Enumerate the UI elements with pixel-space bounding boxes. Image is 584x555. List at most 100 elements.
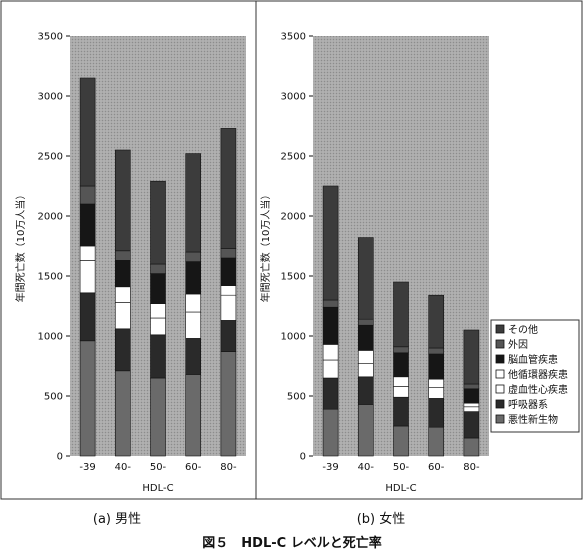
figure-caption: 図５ HDL-C レベルと死亡率 (202, 535, 381, 551)
y-tick-label: 2500 (281, 152, 306, 163)
y-axis-label: 年間死亡数（10万人当） (259, 190, 272, 303)
bar-segment (463, 383, 480, 390)
bar-segment (79, 260, 96, 294)
x-tick-label: 50- (393, 462, 410, 473)
y-tick-label: 3000 (281, 92, 306, 103)
bar-segment (115, 260, 131, 288)
bar-segment (220, 285, 237, 296)
legend-box (490, 319, 580, 433)
bar-segment (150, 377, 166, 457)
y-tick-label: 2000 (281, 212, 306, 223)
bar-segment (322, 299, 339, 308)
y-tick-label: 3000 (38, 92, 63, 103)
chart-male: 0 500 1000 1500 2000 2500 3000 3500 -39 40- 50- 60-… (14, 32, 246, 494)
bar-segment (357, 376, 374, 405)
y-tick-label: 0 (57, 452, 63, 463)
panel-caption-male: (a) 男性 (93, 512, 141, 527)
y-tick-label: 1500 (38, 272, 63, 283)
bar-segment (79, 185, 96, 205)
legend-label: 脳血管疾患 (508, 353, 558, 366)
bar-segment (150, 273, 166, 304)
legend-label: 悪性新生物 (508, 413, 558, 426)
legend-label: その他 (508, 323, 538, 336)
bar-segment (220, 128, 237, 249)
y-tick-label: 1000 (38, 332, 63, 343)
y-tick-label: 500 (44, 392, 63, 403)
legend-swatch (495, 384, 505, 394)
y-tick-label: 3500 (38, 32, 63, 43)
x-tick-label: 50- (150, 462, 167, 473)
bar-segment (463, 388, 480, 404)
legend-swatch (495, 369, 505, 379)
bar-segment (185, 338, 201, 375)
bar-segment (79, 203, 96, 247)
x-tick-label: -39 (322, 462, 338, 473)
bar-segment (428, 426, 445, 457)
bar-segment (357, 318, 374, 326)
bar-segment (150, 317, 166, 336)
legend-swatch (495, 354, 505, 364)
legend-swatch (495, 324, 505, 334)
panel-frame-female (255, 0, 583, 500)
x-tick-label: 60- (185, 462, 202, 473)
bar-segment (428, 398, 445, 428)
bar-segment (150, 263, 166, 274)
legend-label: 虚血性心疾患 (508, 383, 568, 396)
bar-segment (185, 251, 201, 262)
x-axis-label: HDL-C (385, 483, 416, 494)
bar-segment (322, 408, 339, 457)
y-tick-label: 2500 (38, 152, 63, 163)
bar-segment (115, 302, 131, 330)
panel-caption-female: (b) 女性 (357, 511, 406, 527)
bar-segment (463, 406, 480, 412)
bar-segment (115, 286, 131, 303)
bar-segment (357, 350, 374, 364)
bar-segment (322, 185, 339, 301)
bar-segment (150, 334, 166, 379)
legend-swatch (495, 399, 505, 409)
chart-female: 0 500 1000 1500 2000 2500 3000 3500 -39 40- 50- 60-… (259, 32, 489, 494)
y-tick-label: 2000 (38, 212, 63, 223)
bar-segment (393, 281, 409, 348)
bar-segment (79, 340, 96, 457)
bar-segment (115, 250, 131, 261)
bar-segment (115, 370, 131, 457)
bar-segment (220, 257, 237, 286)
bar-segment (357, 363, 374, 378)
bar-segment (393, 346, 409, 354)
bar-segment (79, 77, 96, 187)
bar-segment (428, 378, 445, 388)
bar-segment (463, 329, 480, 385)
bar-segment (220, 248, 237, 259)
x-tick-label: 40- (358, 462, 375, 473)
bar-segment (220, 294, 237, 321)
bar-segment (322, 344, 339, 361)
legend-label: 呼吸器系 (508, 399, 548, 411)
bar-segment (428, 387, 445, 399)
x-tick-label: 40- (115, 462, 132, 473)
legend-label: 外因 (508, 339, 528, 351)
bar-segment (393, 425, 409, 457)
bar-segment (357, 404, 374, 457)
y-tick-label: 1500 (281, 272, 306, 283)
legend-swatch (495, 414, 505, 424)
bar-segment (393, 386, 409, 398)
y-axis-label: 年間死亡数（10万人当） (14, 190, 27, 303)
x-tick-label: 60- (428, 462, 445, 473)
bar-segment (393, 396, 409, 427)
bar-segment (150, 180, 166, 265)
y-tick-label: 500 (287, 392, 306, 403)
bar-segment (115, 328, 131, 372)
bar-segment (357, 324, 374, 351)
x-axis-label: HDL-C (142, 483, 173, 494)
bar-segment (185, 311, 201, 339)
bar-segment (79, 245, 96, 261)
bar-segment (428, 294, 445, 349)
y-tick-label: 0 (300, 452, 306, 463)
bar-segment (463, 402, 480, 408)
bar-segment (185, 261, 201, 295)
bar-segment (393, 352, 409, 378)
bar-segment (428, 347, 445, 355)
bar-segment (185, 153, 201, 253)
